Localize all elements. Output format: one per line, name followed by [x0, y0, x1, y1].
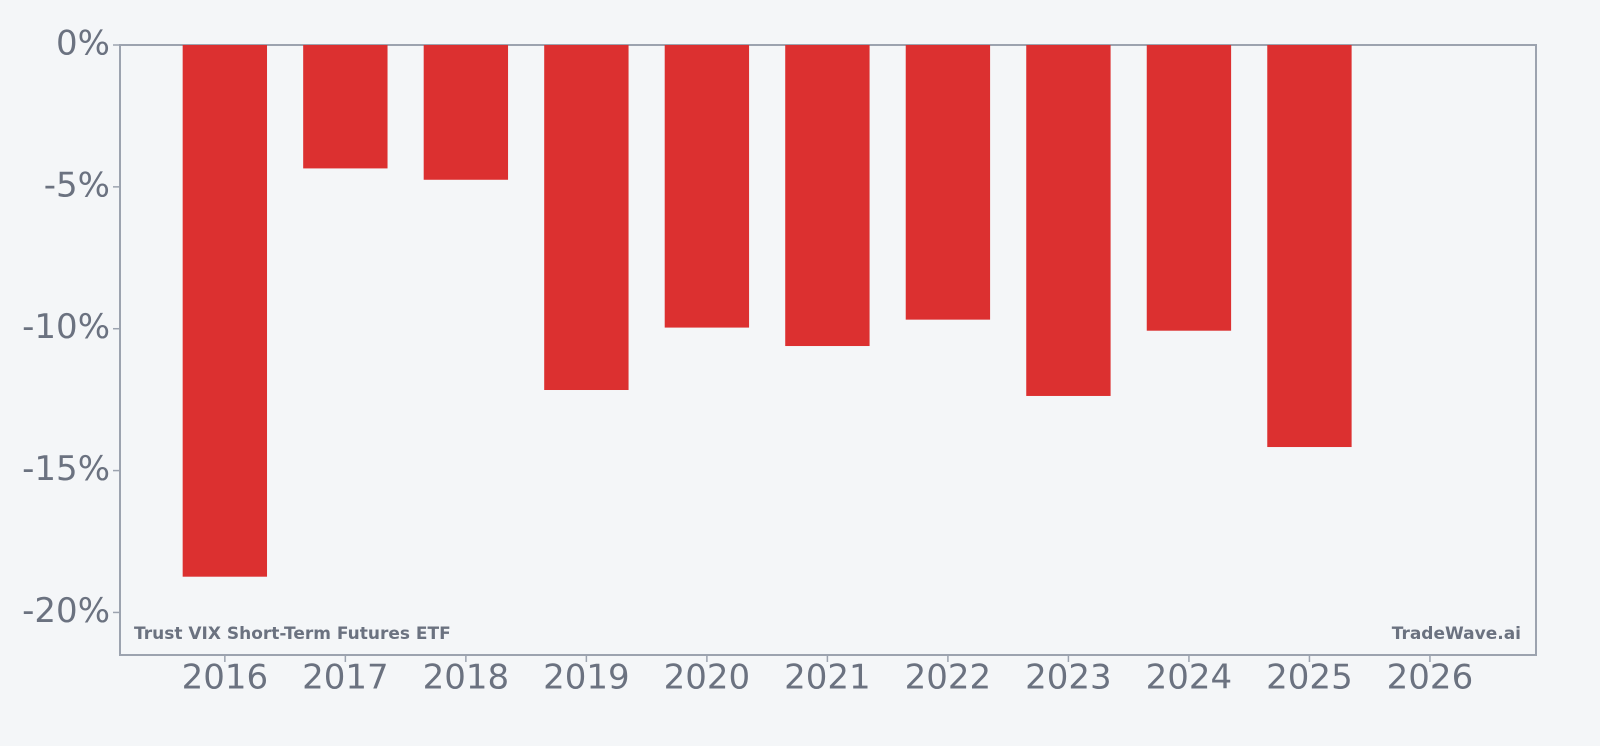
bar [1267, 45, 1352, 448]
bar [785, 45, 870, 347]
x-tick-label: 2026 [1387, 658, 1474, 698]
y-tick-label: 0% [56, 24, 110, 64]
x-tick-label: 2025 [1266, 658, 1353, 698]
source-label: TradeWave.ai [1392, 624, 1521, 644]
y-tick-label: -5% [44, 165, 110, 205]
x-tick-label: 2023 [1025, 658, 1112, 698]
x-tick-label: 2018 [423, 658, 510, 698]
bar [1026, 45, 1111, 396]
bar [423, 45, 509, 180]
x-tick-label: 2020 [664, 658, 751, 698]
x-tick-label: 2021 [784, 658, 871, 698]
x-tick-label: 2017 [302, 658, 389, 698]
y-tick-label: -20% [22, 591, 110, 631]
x-tick-label: 2024 [1146, 658, 1233, 698]
x-tick-label: 2016 [182, 658, 269, 698]
x-tick-label: 2022 [905, 658, 992, 698]
y-tick-label: -15% [22, 449, 110, 489]
y-tick-label: -10% [22, 307, 110, 347]
bar [544, 45, 629, 391]
x-tick-label: 2019 [543, 658, 630, 698]
bar [182, 45, 268, 577]
fund-label: Trust VIX Short-Term Futures ETF [134, 624, 451, 644]
bar [303, 45, 388, 169]
bar [905, 45, 991, 320]
bar [664, 45, 750, 328]
bar [1146, 45, 1232, 331]
